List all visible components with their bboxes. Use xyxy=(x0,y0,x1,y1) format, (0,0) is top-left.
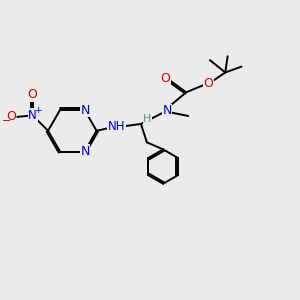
Text: NH: NH xyxy=(108,120,125,133)
Text: +: + xyxy=(34,106,42,116)
Text: −: − xyxy=(2,116,11,126)
Text: N: N xyxy=(80,145,90,158)
Text: O: O xyxy=(204,76,214,90)
Text: H: H xyxy=(143,114,152,124)
Text: O: O xyxy=(28,88,38,101)
Text: O: O xyxy=(160,72,170,85)
Text: N: N xyxy=(80,104,90,117)
Text: O: O xyxy=(6,110,16,123)
Text: N: N xyxy=(162,104,172,117)
Text: N: N xyxy=(28,109,37,122)
